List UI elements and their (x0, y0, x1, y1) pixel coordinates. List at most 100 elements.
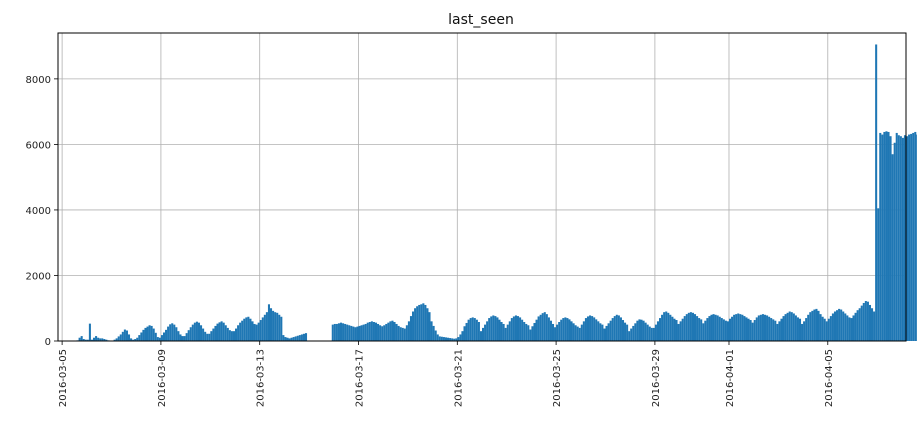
histogram-bar (577, 327, 579, 341)
histogram-bar (832, 313, 834, 341)
histogram-bar (472, 317, 474, 341)
histogram-bar (548, 317, 550, 341)
histogram-bar (826, 321, 828, 341)
histogram-bar (225, 325, 227, 341)
x-tick-label: 2016-03-17 (355, 349, 366, 407)
histogram-bar (361, 325, 363, 341)
histogram-bar (227, 328, 229, 341)
histogram-bar (890, 136, 892, 341)
histogram-bar (750, 320, 752, 341)
histogram-bar (575, 325, 577, 341)
histogram-bar (470, 318, 472, 341)
histogram-bar (834, 312, 836, 341)
histogram-bar (151, 326, 153, 341)
histogram-bar (350, 326, 352, 341)
histogram-bar (192, 325, 194, 341)
histogram-bar (299, 335, 301, 341)
histogram-bar (490, 316, 492, 341)
histogram-bar (729, 319, 731, 341)
histogram-bar (268, 304, 270, 341)
histogram-bar (523, 322, 525, 341)
histogram-bar (221, 321, 223, 341)
histogram-bar (560, 320, 562, 341)
histogram-bar (852, 315, 854, 341)
histogram-bar (243, 319, 245, 341)
histogram-bar (721, 318, 723, 341)
histogram-bar (163, 332, 165, 341)
histogram-bar (760, 315, 762, 341)
histogram-bar (597, 321, 599, 341)
histogram-bar (515, 315, 517, 341)
histogram-bar (251, 321, 253, 341)
histogram-bar (665, 312, 667, 341)
histogram-bar (793, 313, 795, 341)
histogram-bar (391, 321, 393, 341)
y-tick-label: 0 (45, 337, 51, 348)
histogram-bar (184, 336, 186, 341)
histogram-bar (194, 323, 196, 341)
histogram-bar (824, 319, 826, 341)
histogram-bar (739, 314, 741, 341)
histogram-bar (492, 315, 494, 341)
histogram-bar (161, 335, 163, 341)
histogram-bar (692, 313, 694, 341)
histogram-bar (632, 326, 634, 341)
histogram-bar (595, 319, 597, 341)
histogram-bar (426, 308, 428, 341)
histogram-bar (266, 312, 268, 341)
histogram-bar (169, 324, 171, 341)
histogram-bar (249, 319, 251, 341)
histogram-bar (859, 308, 861, 341)
histogram-bar (235, 329, 237, 341)
histogram-bar (280, 317, 282, 341)
histogram-bar (815, 309, 817, 341)
histogram-bar (369, 322, 371, 341)
histogram-bar (410, 316, 412, 341)
histogram-bar (867, 302, 869, 341)
histogram-bar (869, 305, 871, 341)
histogram-bar (700, 319, 702, 341)
histogram-bar (719, 317, 721, 341)
x-tick-label: 2016-03-05 (58, 349, 69, 407)
histogram-bar (122, 332, 124, 341)
histogram-bar (118, 336, 120, 341)
histogram-bar (398, 326, 400, 341)
histogram-bar (861, 306, 863, 341)
histogram-bar (293, 337, 295, 341)
histogram-bar (256, 325, 258, 341)
histogram-bar (439, 336, 441, 341)
histogram-bar (768, 317, 770, 341)
histogram-bar (817, 311, 819, 341)
histogram-bar (340, 323, 342, 341)
histogram-bar (431, 321, 433, 341)
histogram-bar (836, 310, 838, 341)
histogram-bar (844, 313, 846, 341)
histogram-bar (424, 305, 426, 341)
histogram-bar (336, 324, 338, 341)
histogram-bar (480, 331, 482, 341)
histogram-bar (566, 318, 568, 341)
histogram-bar (879, 133, 881, 341)
histogram-bar (675, 320, 677, 341)
histogram-bar (638, 319, 640, 341)
histogram-bar (725, 321, 727, 341)
histogram-bar (365, 324, 367, 341)
histogram-bar (531, 326, 533, 341)
histogram-bar (167, 327, 169, 341)
histogram-bar (416, 306, 418, 341)
histogram-bar (348, 325, 350, 341)
y-tick-label: 4000 (26, 206, 51, 217)
histogram-bar (278, 315, 280, 341)
histogram-bar (908, 135, 910, 341)
histogram-bar (140, 332, 142, 341)
histogram-bar (142, 330, 144, 341)
histogram-bar (797, 317, 799, 341)
histogram-bar (344, 324, 346, 341)
histogram-bar (212, 329, 214, 341)
histogram-bar (655, 325, 657, 341)
histogram-bar (239, 323, 241, 341)
histogram-bar (647, 325, 649, 341)
histogram-bar (636, 321, 638, 341)
histogram-bar (552, 324, 554, 341)
histogram-bar (171, 323, 173, 341)
